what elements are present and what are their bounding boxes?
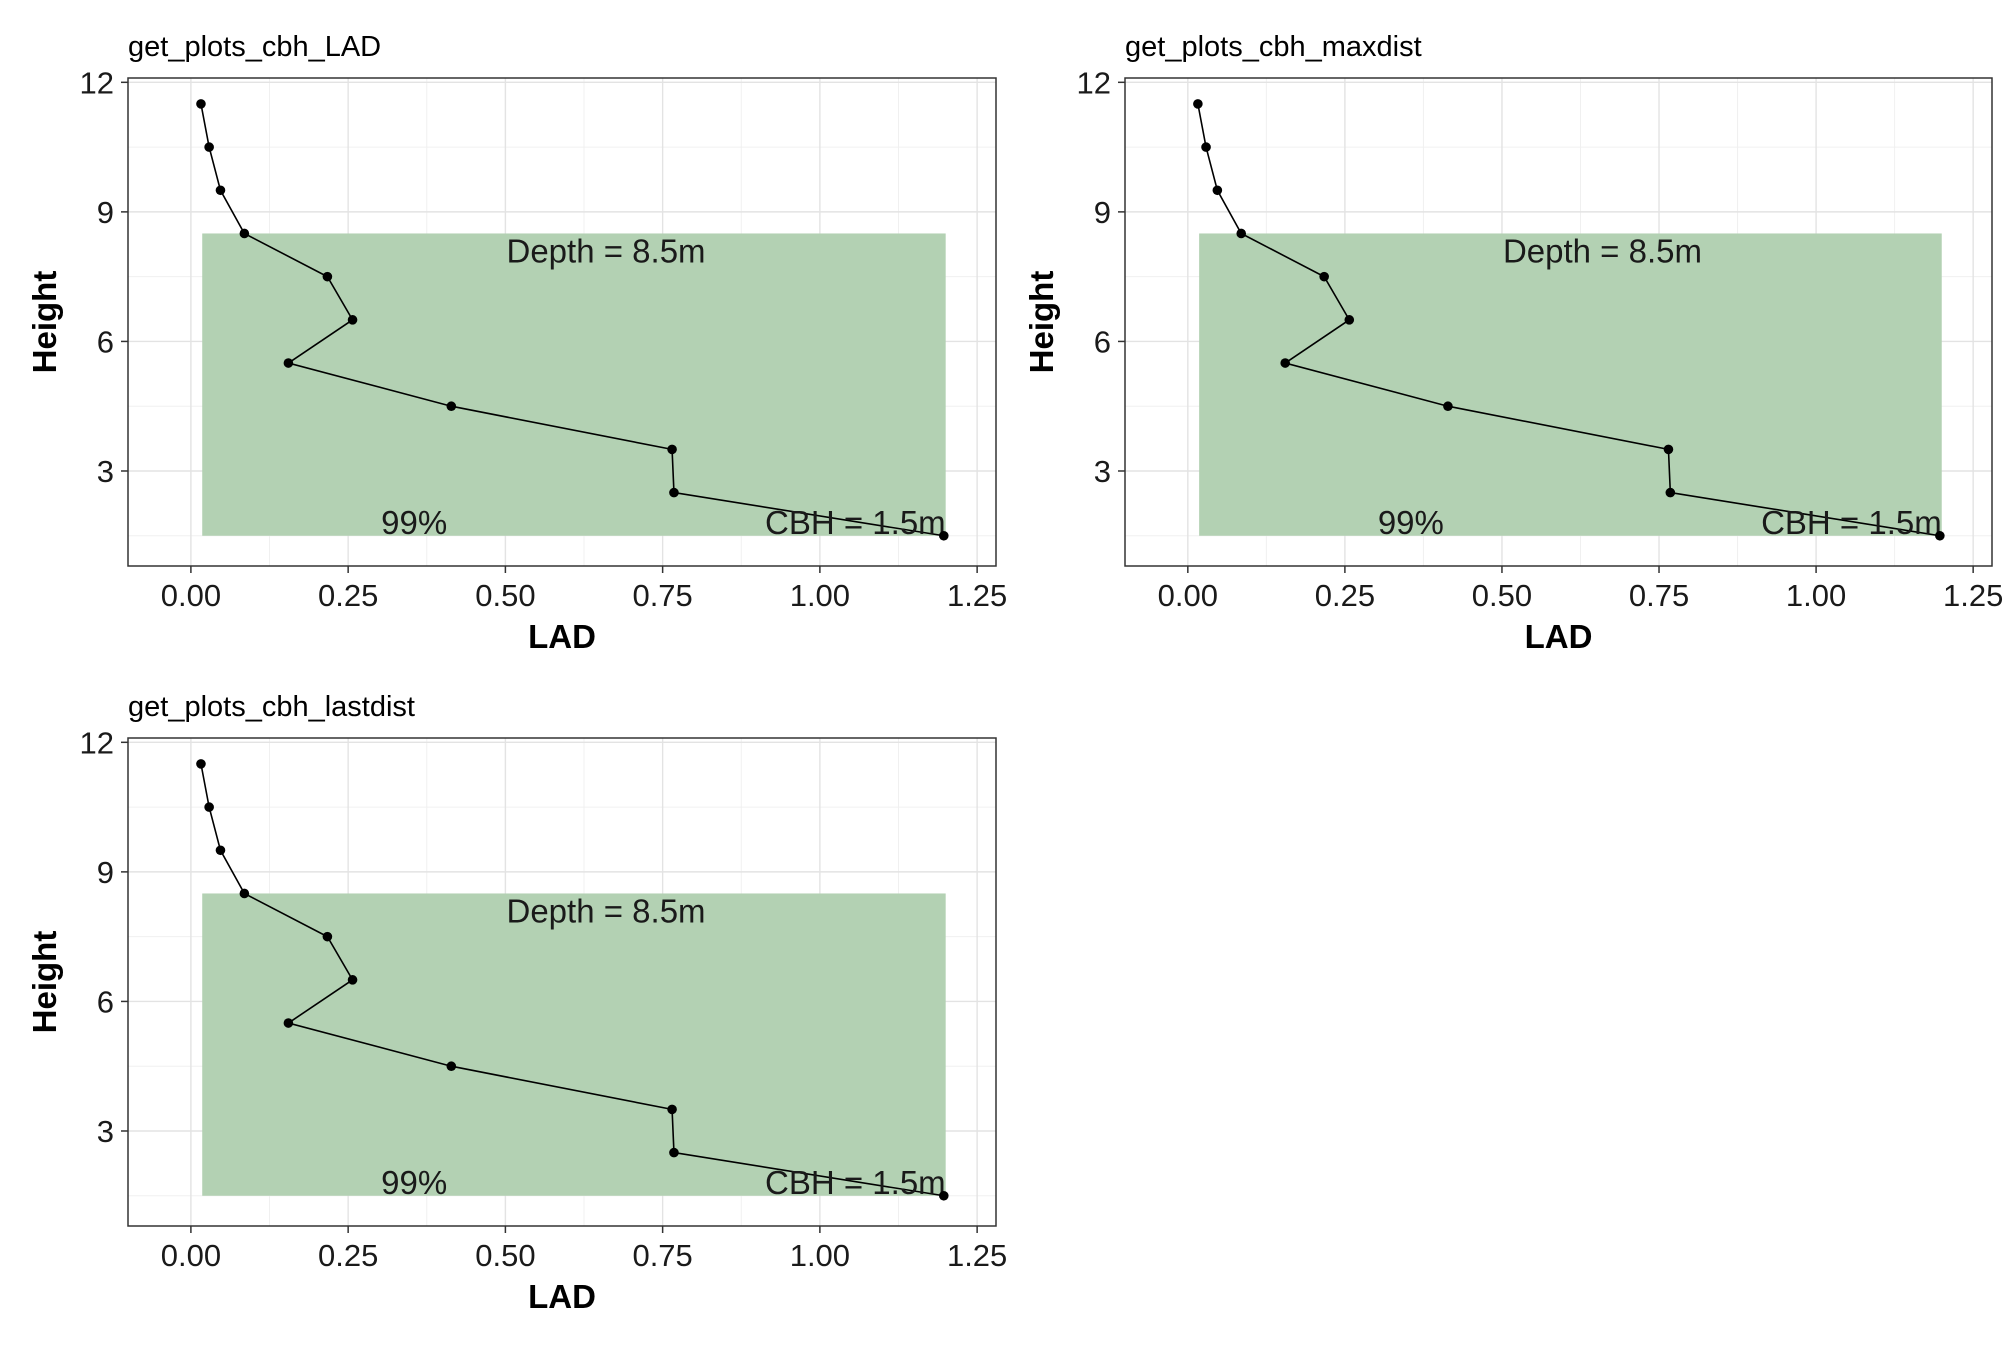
data-point: [1201, 142, 1211, 152]
y-tick-label: 6: [1094, 324, 1111, 359]
x-axis-label: LAD: [528, 618, 596, 655]
x-tick-label: 1.25: [947, 1238, 1007, 1273]
data-point: [347, 315, 358, 325]
x-tick-label: 1.25: [947, 578, 1007, 613]
cbh-annotation: CBH = 1.5m: [765, 504, 946, 541]
x-tick-label: 1.25: [1943, 578, 2003, 613]
y-tick-label: 9: [1094, 195, 1111, 230]
x-axis-label: LAD: [528, 1278, 596, 1315]
panel-title: get_plots_cbh_lastdist: [128, 691, 415, 723]
x-tick-label: 0.25: [318, 578, 378, 613]
data-point: [347, 975, 358, 985]
x-axis-label: LAD: [1525, 618, 1593, 655]
x-tick-label: 0.25: [318, 1238, 378, 1273]
depth-annotation: Depth = 8.5m: [1503, 232, 1702, 269]
x-tick-label: 0.00: [161, 1238, 221, 1273]
depth-annotation: Depth = 8.5m: [507, 892, 706, 929]
data-point: [215, 185, 226, 196]
data-point: [239, 888, 250, 899]
x-tick-label: 1.00: [790, 1238, 850, 1273]
y-axis-label: Height: [26, 931, 63, 1034]
data-point: [1663, 444, 1674, 455]
x-tick-label: 0.25: [1315, 578, 1375, 613]
data-point: [1319, 271, 1329, 282]
x-tick-label: 0.75: [632, 1238, 692, 1273]
chart-panel-1: Depth = 8.5m 99% CBH = 1.5m 0.00 0.25 0.50 0.7…: [26, 31, 1007, 655]
data-point: [215, 845, 226, 856]
data-point: [446, 401, 457, 412]
panel-title: get_plots_cbh_LAD: [128, 31, 381, 63]
y-tick-label: 6: [97, 984, 114, 1019]
crown-depth-band: [1199, 233, 1942, 536]
data-point: [283, 1018, 294, 1028]
y-tick-label: 9: [97, 195, 114, 230]
data-point: [239, 228, 250, 239]
data-point: [1935, 530, 1945, 541]
cbh-annotation: CBH = 1.5m: [1761, 504, 1942, 541]
data-point: [938, 530, 949, 541]
x-tick-label: 0.50: [475, 578, 535, 613]
data-point: [1236, 228, 1247, 239]
data-point: [938, 1190, 949, 1201]
y-axis-label: Height: [26, 271, 63, 374]
data-point: [667, 1104, 677, 1115]
data-point: [669, 487, 679, 498]
crown-depth-band: [202, 233, 946, 536]
y-tick-label: 9: [97, 855, 114, 890]
data-point: [322, 931, 333, 942]
y-tick-label: 3: [97, 454, 114, 489]
panel-border: [1124, 77, 1993, 567]
data-point: [1665, 487, 1676, 498]
x-tick-label: 0.75: [632, 578, 692, 613]
x-tick-label: 0.50: [475, 1238, 535, 1273]
y-tick-label: 12: [1077, 65, 1111, 100]
y-axis-label: Height: [1023, 271, 1060, 374]
x-tick-label: 1.00: [1786, 578, 1846, 613]
data-point: [196, 99, 206, 109]
data-point: [1212, 185, 1223, 196]
panel-title: get_plots_cbh_maxdist: [1125, 31, 1422, 63]
data-point: [669, 1147, 679, 1158]
panel-border: [127, 737, 997, 1227]
data-point: [322, 271, 333, 282]
percent-annotation: 99%: [1378, 504, 1444, 541]
data-point: [204, 142, 214, 152]
data-point: [196, 759, 206, 769]
percent-annotation: 99%: [381, 1164, 447, 1201]
depth-annotation: Depth = 8.5m: [507, 232, 706, 269]
x-tick-label: 0.00: [1158, 578, 1218, 613]
y-tick-label: 6: [97, 324, 114, 359]
y-tick-label: 3: [1094, 454, 1111, 489]
data-point: [283, 358, 294, 368]
y-tick-label: 12: [80, 65, 114, 100]
y-tick-label: 3: [97, 1114, 114, 1149]
x-tick-label: 0.75: [1629, 578, 1689, 613]
data-point: [1344, 315, 1355, 325]
data-point: [446, 1061, 457, 1072]
cbh-annotation: CBH = 1.5m: [765, 1164, 946, 1201]
x-tick-label: 0.50: [1472, 578, 1532, 613]
percent-annotation: 99%: [381, 504, 447, 541]
crown-depth-band: [202, 893, 946, 1196]
data-point: [1280, 358, 1291, 368]
x-tick-label: 1.00: [790, 578, 850, 613]
chart-panel-3: Depth = 8.5m 99% CBH = 1.5m 0.00 0.25 0.50 0.7…: [26, 691, 1007, 1315]
x-tick-label: 0.00: [161, 578, 221, 613]
panel-border: [127, 77, 997, 567]
data-point: [1443, 401, 1453, 412]
y-tick-label: 12: [80, 725, 114, 760]
data-point: [204, 802, 214, 812]
chart-panel-2: Depth = 8.5m 99% CBH = 1.5m 0.00 0.25 0.50 0.7…: [1023, 31, 2003, 655]
data-point: [1193, 99, 1203, 109]
data-point: [667, 444, 677, 455]
